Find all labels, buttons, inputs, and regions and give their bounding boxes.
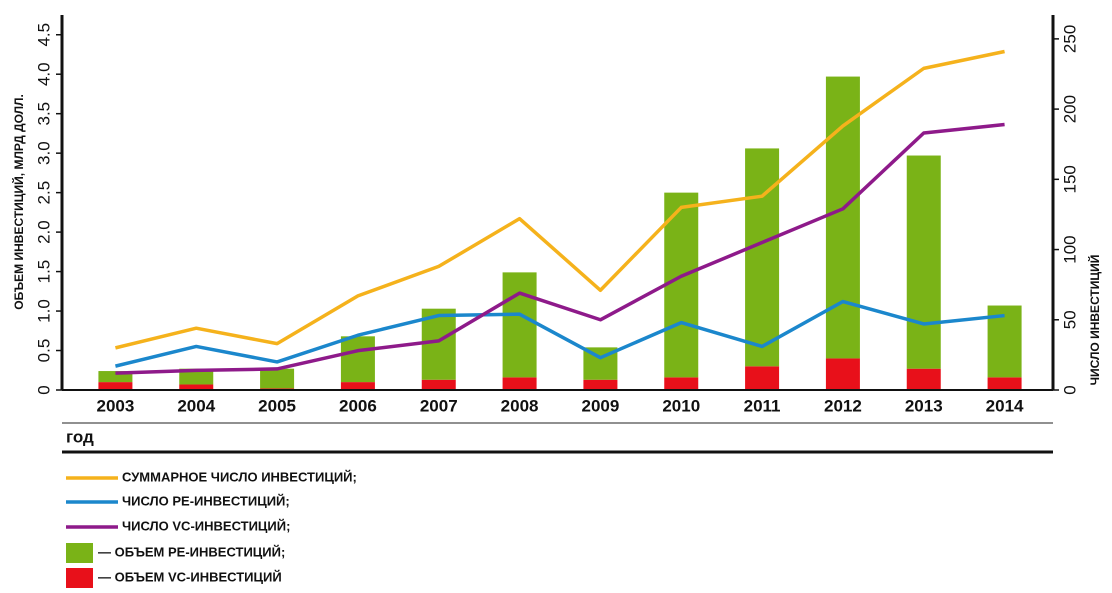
bar [906,155,941,369]
x-axis-label: год [66,427,94,446]
y2-tick-label: 100 [1060,235,1079,263]
line [115,299,1005,368]
y2-tick-label: 150 [1060,165,1079,193]
bar [664,377,699,390]
legend-swatch [66,543,93,563]
y2-tick-label: 50 [1060,310,1079,329]
bar [664,192,699,378]
x-tick-label: 2014 [986,396,1024,415]
y2-tick-label: 250 [1060,25,1079,53]
bar [98,371,133,383]
bar [825,358,860,390]
bar [745,148,780,367]
y-tick-label: 1.0 [34,299,53,323]
bar [340,382,375,390]
bar [745,366,780,390]
bar [98,382,133,390]
y-tick-label: 0.5 [34,339,53,363]
y-tick-label: 3.0 [34,141,53,165]
bar [583,379,618,390]
y-tick-label: 0 [34,385,53,394]
x-tick-label: 2005 [258,396,296,415]
x-tick-label: 2004 [177,396,215,415]
y2-tick-label: 0 [1060,385,1079,394]
x-tick-label: 2008 [501,396,539,415]
y-axis-label: ОБЪЕМ ИНВЕСТИЦИЙ, МЛРД ДОЛЛ. [11,94,26,310]
bar [906,368,941,390]
x-tick-label: 2012 [824,396,862,415]
bar [260,368,295,389]
legend-label: — ОБЪЕМ VC-ИНВЕСТИЦИЙ [98,569,282,584]
line [115,122,1005,375]
bar [179,384,214,390]
x-tick-label: 2013 [905,396,943,415]
bar [502,377,537,390]
bar [421,308,456,380]
bar [421,379,456,390]
x-tick-label: 2006 [339,396,377,415]
legend-label: СУММАРНОЕ ЧИСЛО ИНВЕСТИЦИЙ; [122,469,357,484]
legend-swatch [66,568,93,588]
y-tick-label: 4.5 [34,23,53,47]
bar [825,76,860,359]
y-tick-label: 2.5 [34,181,53,205]
bar [179,368,214,385]
bar [502,272,537,378]
x-tick-label: 2009 [582,396,620,415]
y-tick-label: 3.5 [34,102,53,126]
legend-label: — ОБЪЕМ PE-ИНВЕСТИЦИЙ; [98,544,285,559]
x-tick-label: 2003 [97,396,135,415]
bar [340,336,375,383]
legend-label: ЧИСЛО VC-ИНВЕСТИЦИЙ; [122,518,290,533]
bar [987,377,1022,390]
x-tick-label: 2007 [420,396,458,415]
x-tick-label: 2010 [662,396,700,415]
y-tick-label: 1.5 [34,260,53,284]
y-tick-label: 4.0 [34,62,53,86]
y-tick-label: 2.0 [34,220,53,244]
y2-axis-label: ЧИСЛО ИНВЕСТИЦИЙ [1087,255,1102,386]
x-tick-label: 2011 [744,396,781,415]
legend-label: ЧИСЛО PE-ИНВЕСТИЦИЙ; [122,493,290,508]
line [115,49,1005,350]
y2-tick-label: 200 [1060,95,1079,123]
